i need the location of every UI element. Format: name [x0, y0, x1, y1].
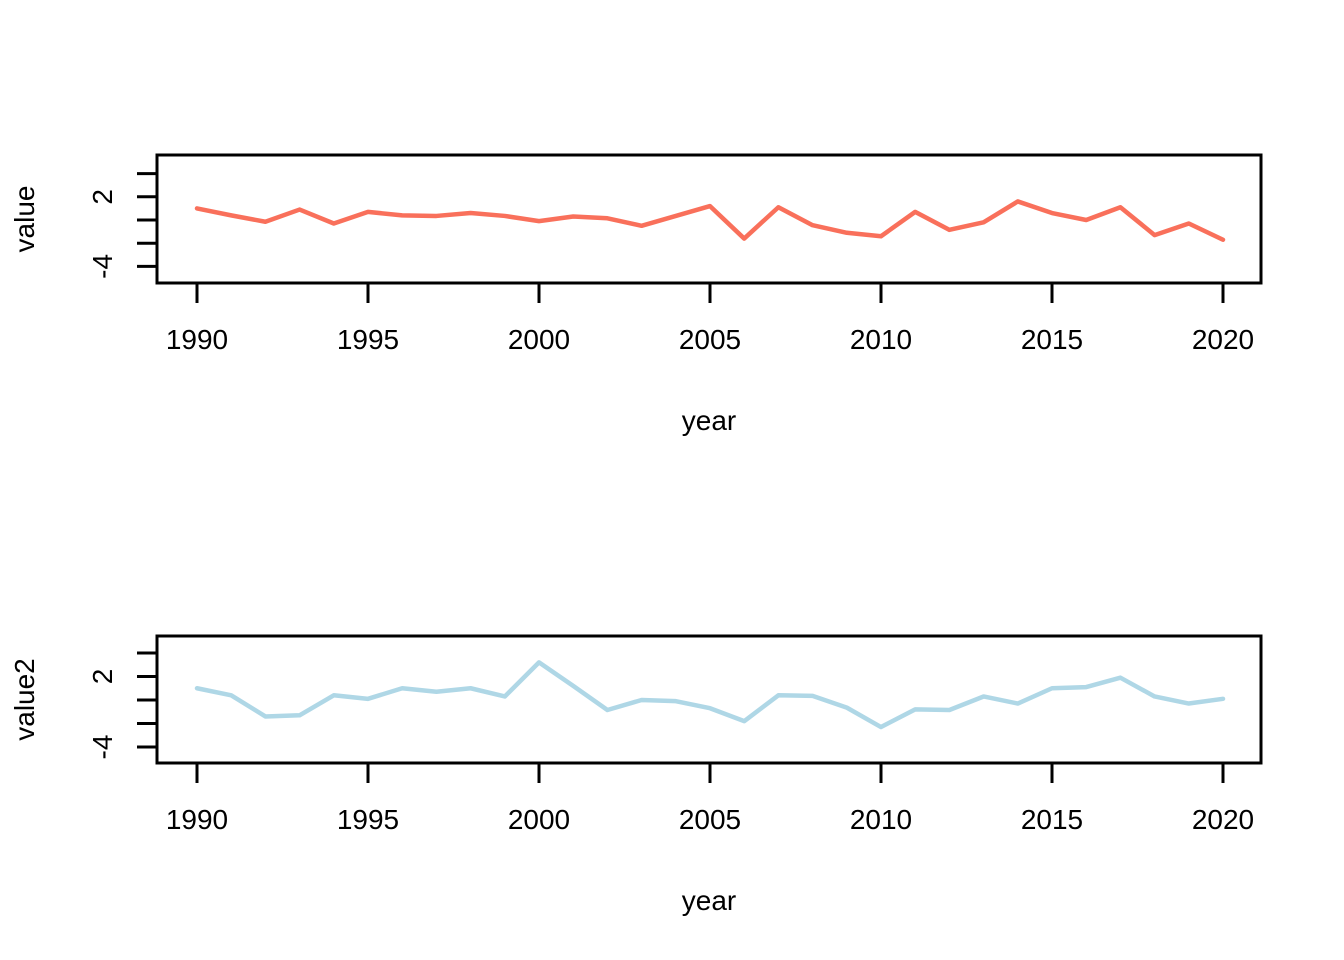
y-axis-tick-label: -4 — [87, 254, 118, 279]
data-series-line-value2 — [194, 660, 1226, 730]
y-axis-title: value2 — [9, 658, 40, 741]
data-series-line-value — [194, 199, 1226, 242]
x-axis-tick-label: 2005 — [679, 804, 741, 835]
x-axis-tick-label: 2015 — [1021, 324, 1083, 355]
y-axis-tick-label: 2 — [87, 669, 118, 685]
x-axis-tick-label: 2000 — [508, 324, 570, 355]
x-axis-tick-label: 2005 — [679, 324, 741, 355]
value-line-chart: 1990 1995 2000 2005 2010 2015 2020 2 -4 year value — [9, 153, 1263, 436]
x-axis-tick-label: 2015 — [1021, 804, 1083, 835]
y-axis-tick-label: 2 — [87, 189, 118, 205]
x-axis-tick-label: 1990 — [166, 324, 228, 355]
x-axis-tick-label: 1995 — [337, 324, 399, 355]
y-axis-tick-label: -4 — [87, 735, 118, 760]
value2-line-chart: 1990 1995 2000 2005 2010 2015 2020 2 -4 year value… — [9, 634, 1263, 916]
chart-value2-vs-year: 1990 1995 2000 2005 2010 2015 2020 2 -4 year value… — [0, 480, 1344, 960]
x-axis-tick-label: 2000 — [508, 804, 570, 835]
x-axis-tick-label: 2020 — [1192, 324, 1254, 355]
x-axis-tick-label: 2010 — [850, 324, 912, 355]
x-axis-tick-label: 1990 — [166, 804, 228, 835]
x-axis-tick-label: 2020 — [1192, 804, 1254, 835]
x-axis-title: year — [682, 405, 736, 436]
chart-value-vs-year: 1990 1995 2000 2005 2010 2015 2020 2 -4 year value — [9, 153, 1263, 436]
x-axis-tick-label: 2010 — [850, 804, 912, 835]
x-axis-title: year — [682, 885, 736, 916]
x-axis-tick-label: 1995 — [337, 804, 399, 835]
y-axis-title: value — [9, 186, 40, 253]
